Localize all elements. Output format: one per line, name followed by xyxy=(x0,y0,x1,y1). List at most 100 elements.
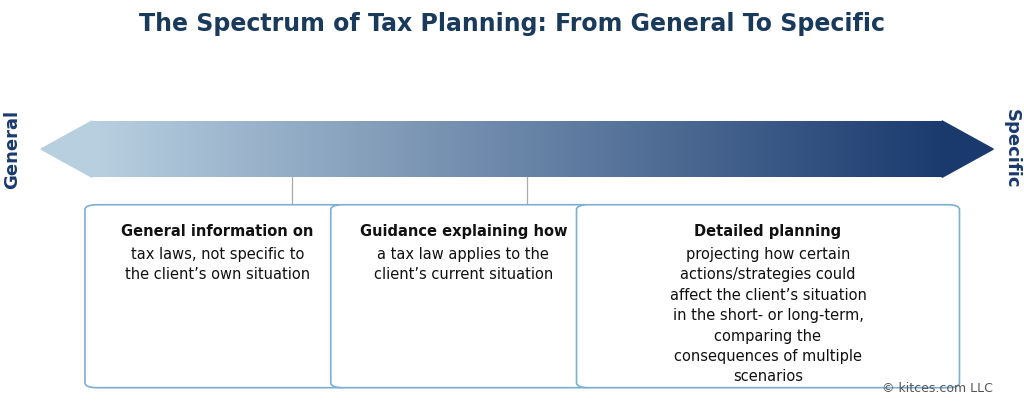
Bar xyxy=(849,121,852,177)
Bar xyxy=(126,121,130,177)
Bar xyxy=(923,121,926,177)
Bar xyxy=(500,121,504,177)
Bar xyxy=(265,121,269,177)
Bar xyxy=(840,121,844,177)
Bar xyxy=(511,121,515,177)
Text: Detailed planning: Detailed planning xyxy=(694,224,842,239)
Bar xyxy=(746,121,751,177)
Bar xyxy=(738,121,742,177)
Bar xyxy=(920,121,924,177)
Bar xyxy=(854,121,858,177)
Bar xyxy=(939,121,943,177)
Bar xyxy=(299,121,303,177)
Bar xyxy=(480,121,484,177)
Bar xyxy=(129,121,133,177)
Bar xyxy=(585,121,589,177)
Bar xyxy=(450,121,453,177)
Bar xyxy=(928,121,932,177)
FancyBboxPatch shape xyxy=(577,205,959,388)
Bar xyxy=(761,121,765,177)
Bar xyxy=(506,121,510,177)
Text: tax laws, not specific to
the client’s own situation: tax laws, not specific to the client’s o… xyxy=(125,247,310,283)
Bar xyxy=(183,121,186,177)
Bar xyxy=(197,121,201,177)
Bar xyxy=(599,121,603,177)
Bar xyxy=(710,121,714,177)
Bar xyxy=(438,121,441,177)
Bar xyxy=(769,121,773,177)
Bar xyxy=(392,121,396,177)
Bar xyxy=(908,121,912,177)
Bar xyxy=(463,121,467,177)
Bar xyxy=(596,121,600,177)
Bar xyxy=(387,121,391,177)
Bar xyxy=(282,121,286,177)
Bar xyxy=(647,121,651,177)
Bar xyxy=(897,121,901,177)
Bar xyxy=(786,121,791,177)
Bar xyxy=(826,121,829,177)
Bar xyxy=(573,121,578,177)
Bar xyxy=(772,121,776,177)
Bar xyxy=(378,121,382,177)
Bar xyxy=(100,121,104,177)
Bar xyxy=(535,121,538,177)
Bar xyxy=(602,121,606,177)
Bar xyxy=(256,121,260,177)
Bar xyxy=(288,121,292,177)
Bar xyxy=(132,121,135,177)
Bar xyxy=(166,121,170,177)
Bar xyxy=(902,121,906,177)
Bar xyxy=(214,121,218,177)
Bar xyxy=(488,121,493,177)
Bar xyxy=(206,121,209,177)
Bar xyxy=(426,121,430,177)
Bar xyxy=(673,121,677,177)
Bar xyxy=(905,121,909,177)
Bar xyxy=(605,121,609,177)
Bar xyxy=(361,121,366,177)
Bar xyxy=(764,121,767,177)
Bar xyxy=(743,121,748,177)
Bar xyxy=(642,121,645,177)
Bar xyxy=(313,121,317,177)
Bar xyxy=(662,121,666,177)
Text: Guidance explaining how: Guidance explaining how xyxy=(359,224,567,239)
Text: The Spectrum of Tax Planning: From General To Specific: The Spectrum of Tax Planning: From Gener… xyxy=(139,12,885,36)
Bar xyxy=(707,121,711,177)
Bar xyxy=(713,121,717,177)
Bar xyxy=(98,121,101,177)
Bar xyxy=(783,121,787,177)
Bar xyxy=(410,121,414,177)
Bar xyxy=(367,121,371,177)
Bar xyxy=(248,121,252,177)
Bar xyxy=(486,121,489,177)
Bar xyxy=(376,121,379,177)
Bar xyxy=(931,121,935,177)
Bar xyxy=(200,121,204,177)
Bar xyxy=(668,121,671,177)
Bar xyxy=(243,121,246,177)
Bar xyxy=(225,121,229,177)
Bar xyxy=(440,121,444,177)
Bar xyxy=(580,121,584,177)
Bar xyxy=(421,121,425,177)
Bar xyxy=(551,121,555,177)
Bar xyxy=(163,121,167,177)
Polygon shape xyxy=(942,121,993,177)
Bar xyxy=(273,121,278,177)
Bar xyxy=(262,121,266,177)
Bar xyxy=(106,121,111,177)
FancyBboxPatch shape xyxy=(85,205,350,388)
Bar xyxy=(517,121,521,177)
Text: General information on: General information on xyxy=(122,224,313,239)
Bar xyxy=(350,121,354,177)
Bar xyxy=(347,121,351,177)
Bar xyxy=(557,121,560,177)
Bar xyxy=(492,121,496,177)
Bar xyxy=(871,121,876,177)
Bar xyxy=(398,121,402,177)
Bar xyxy=(174,121,178,177)
Bar xyxy=(310,121,314,177)
Bar xyxy=(650,121,654,177)
